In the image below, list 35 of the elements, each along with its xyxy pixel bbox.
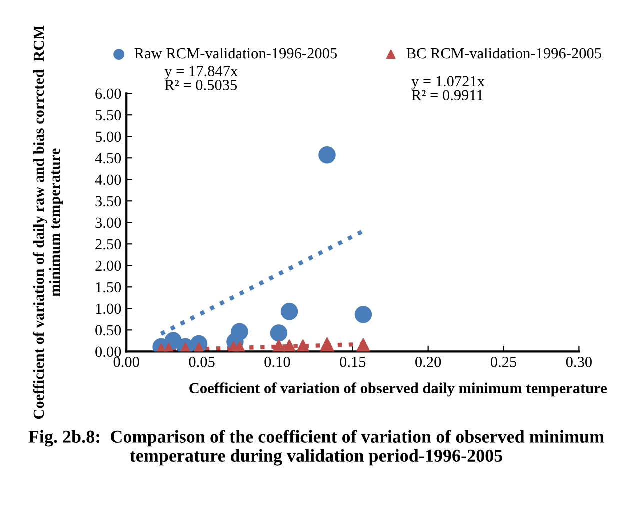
x-tick-label: 0.20: [416, 356, 442, 368]
point: [356, 338, 371, 352]
y-tick-label: 0.00: [96, 346, 122, 358]
y-tick-label: 4.00: [95, 174, 122, 186]
y-tick-label: 5.50: [96, 110, 122, 121]
x-tick-label: 0.25: [490, 356, 517, 368]
x-tick-label: 0.30: [566, 356, 592, 368]
point: [231, 323, 248, 340]
annotation: y = 1.0721x R² = 0.9911: [412, 76, 485, 101]
y-axis-title: Coefficient of variation of daily raw and bias corrcted RCM minimum temperature: [33, 26, 64, 420]
y-tick-label: 3.00: [96, 218, 122, 228]
y-tick-label: 5.00: [96, 132, 122, 142]
point: [320, 338, 335, 352]
y-tick-label: 0.50: [96, 325, 122, 336]
y-tick-label: 2.00: [96, 260, 122, 272]
y-tick-label: 3.50: [96, 196, 122, 207]
y-tick-label: 1.00: [96, 304, 122, 314]
y-tick-label: 1.50: [96, 282, 122, 293]
x-axis-title: Coefficient of variation of observed daily minimum temperature: [190, 382, 608, 397]
y-tick-label: 6.00: [96, 88, 122, 100]
x-tick-label: 0.05: [189, 356, 215, 368]
text: y = 17.847x R² = 0.5035: [164, 66, 238, 90]
y-tick-label: 4.50: [95, 153, 122, 164]
point: [354, 306, 372, 324]
legend-label: BC RCM-validation-1996-2005: [406, 48, 602, 59]
x-tick-label: 0.15: [340, 356, 366, 368]
y-tick-label: 2.50: [96, 239, 122, 250]
x-tick-label: 0.00: [114, 356, 140, 368]
text: Fig. 2b.8: Comparison of the coefficient of variation of observed minimum temperature during validation period-1996-2005: [28, 430, 604, 466]
x-tick-label: 0.10: [264, 356, 290, 368]
legend-label: Raw RCM-validation-1996-2005: [134, 48, 338, 59]
point: [280, 303, 298, 320]
point: [270, 324, 288, 342]
point: [272, 340, 286, 352]
point: [318, 146, 336, 164]
